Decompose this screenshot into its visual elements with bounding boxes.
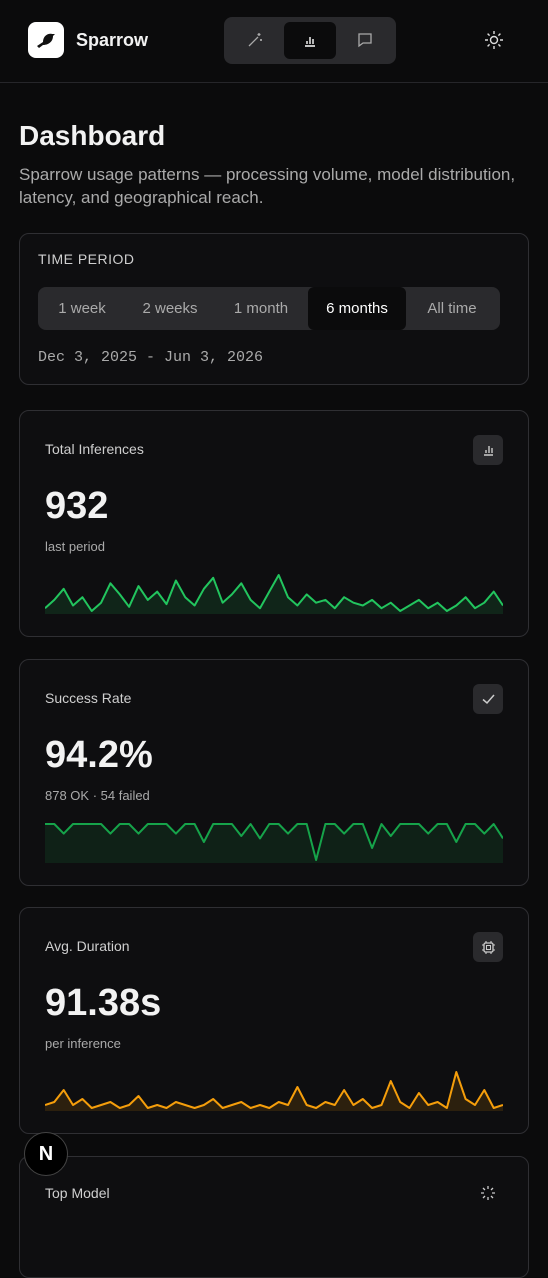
card-icon [481, 1186, 495, 1200]
sparkline-line [45, 574, 503, 612]
period-option[interactable]: 1 week [58, 300, 106, 317]
card-caption: last period [45, 539, 105, 554]
card-icon [473, 932, 503, 962]
card-title: Success Rate [45, 690, 132, 706]
header: Sparrow [0, 0, 548, 83]
top-model-card: Top Model [19, 1156, 529, 1278]
period-option[interactable]: 6 months [308, 287, 406, 330]
card-value: 91.38s [45, 982, 162, 1024]
card-caption: per inference [45, 1036, 121, 1051]
page-title: Dashboard [19, 120, 166, 151]
sparkline [45, 823, 503, 863]
period-selector: 1 week 2 weeks 1 month 6 months All time [38, 287, 500, 330]
sparkline [45, 574, 503, 614]
card-icon [473, 684, 503, 714]
sparkline-area [45, 1072, 503, 1111]
date-range: Dec 3, 2025 - Jun 3, 2026 [38, 349, 264, 366]
period-option[interactable]: 1 month [233, 300, 289, 317]
metric-card: Avg. Duration 91.38s per inference [19, 907, 529, 1134]
theme-toggle[interactable] [484, 30, 504, 50]
card-value: 932 [45, 485, 109, 527]
time-period-label: TIME PERIOD [38, 251, 135, 267]
dev-badge[interactable]: N [24, 1132, 68, 1176]
page-subtitle: Sparrow usage patterns — processing volu… [19, 165, 516, 207]
chat-tab[interactable] [356, 31, 374, 49]
period-option[interactable]: All time [427, 300, 477, 317]
sparkline-line [45, 823, 503, 861]
metric-card: Success Rate 94.2% 878 OK · 54 failed [19, 659, 529, 886]
card-caption: 878 OK · 54 failed [45, 788, 150, 803]
logo[interactable] [28, 22, 64, 58]
card-icon [473, 435, 503, 465]
metric-card: Total Inferences 932 last period [19, 410, 529, 637]
card-title: Total Inferences [45, 441, 144, 457]
card-title: Top Model [45, 1185, 110, 1201]
card-value: 94.2% [45, 734, 153, 776]
period-option[interactable]: 2 weeks [142, 300, 198, 317]
magic-tab[interactable] [246, 31, 264, 49]
sparkline-area [45, 575, 503, 614]
stats-tab[interactable] [284, 22, 336, 59]
time-period-card: TIME PERIOD 1 week 2 weeks 1 month 6 months… [19, 233, 529, 385]
sparkline-line [45, 1071, 503, 1109]
card-title: Avg. Duration [45, 938, 130, 954]
sparkline [45, 1071, 503, 1111]
brand: Sparrow [76, 30, 149, 50]
nav-tabs [224, 17, 396, 64]
